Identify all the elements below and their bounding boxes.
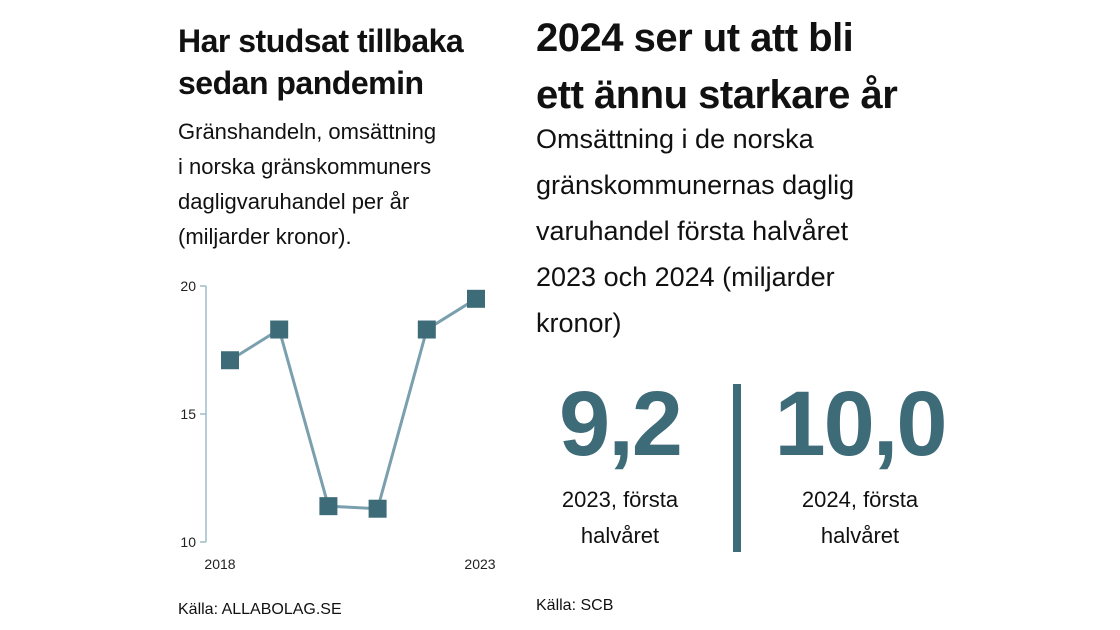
line-chart: 10 15 20 2018 2023 (180, 278, 495, 572)
left-chart-subtitle: Gränshandeln, omsättning i norska gränsk… (178, 119, 437, 249)
series-line (229, 297, 477, 511)
data-point (221, 351, 239, 370)
x-tick-label: 2018 (204, 556, 235, 572)
x-axis: 2018 2023 (204, 556, 495, 572)
y-tick-label: 15 (180, 406, 196, 422)
stat-divider (733, 384, 741, 552)
data-point (467, 289, 485, 308)
right-subtitle: Omsättning i de norska gränskommunernas … (536, 124, 855, 338)
data-point (417, 320, 436, 339)
stat-label-2024: 2024, första halvåret (801, 487, 919, 548)
stat-label-2023: 2023, första halvåret (561, 487, 679, 548)
left-chart-title: Har studsat tillbaka sedan pandemin (178, 23, 464, 101)
y-axis: 10 15 20 (180, 278, 207, 550)
data-point (368, 499, 387, 518)
data-point (270, 320, 289, 339)
stat-value-2023: 9,2 (559, 373, 683, 475)
data-point (319, 497, 338, 516)
right-title: 2024 ser ut att bli ett ännu starkare år (536, 16, 898, 117)
y-tick-label: 10 (180, 534, 196, 550)
x-tick-label: 2023 (464, 556, 495, 572)
right-source: Källa: SCB (536, 597, 614, 614)
stat-value-2024: 10,0 (774, 373, 947, 475)
y-tick-label: 20 (180, 278, 196, 294)
data-markers (221, 289, 485, 518)
left-source: Källa: ALLABOLAG.SE (178, 601, 342, 618)
